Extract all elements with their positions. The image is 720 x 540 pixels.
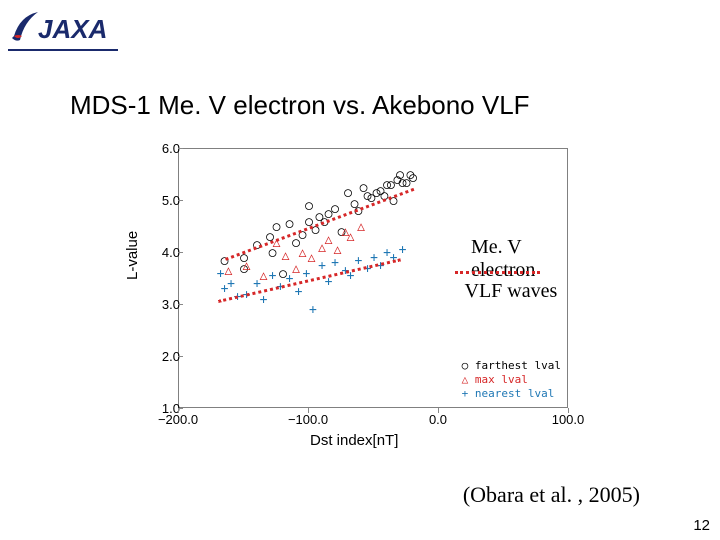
page-number: 12	[693, 517, 710, 534]
data-point-nearest lval: +	[253, 278, 261, 291]
x-tick-label: 0.0	[408, 412, 468, 427]
legend-item: ○ farthest lval	[462, 359, 561, 373]
logo-text: JAXA	[38, 14, 107, 44]
data-point-farthest lval: ○	[331, 202, 339, 215]
slide-title: MDS-1 Me. V electron vs. Akebono VLF	[70, 90, 530, 121]
vlf-annot: VLF waves	[459, 278, 564, 305]
data-point-max lval: △	[357, 221, 365, 234]
data-point-max lval: △	[308, 252, 316, 265]
data-point-nearest lval: +	[331, 257, 339, 270]
data-point-nearest lval: +	[318, 260, 326, 273]
y-tick-label: 3.0	[130, 297, 180, 312]
data-point-farthest lval: ○	[286, 218, 294, 231]
data-point-nearest lval: +	[354, 254, 362, 267]
y-tick-label: 2.0	[130, 349, 180, 364]
y-tick-label: 6.0	[130, 141, 180, 156]
mev-annot: Me. V electron	[465, 234, 567, 284]
plot-area: ○○○○○○○○○○○○○○○○○○○○○○○○○○○○○○○○○○○○○△△△…	[178, 148, 568, 408]
data-point-nearest lval: +	[217, 267, 225, 280]
legend-item: + nearest lval	[462, 387, 561, 401]
data-point-nearest lval: +	[399, 244, 407, 257]
data-point-farthest lval: ○	[273, 221, 281, 234]
x-tick-label: −200.0	[148, 412, 208, 427]
data-point-max lval: △	[347, 231, 355, 244]
legend: ○ farthest lval△ max lval+ nearest lval	[462, 359, 561, 401]
legend-item: △ max lval	[462, 373, 561, 387]
chart-container: L-value Dst index[nT] ○○○○○○○○○○○○○○○○○○…	[120, 140, 580, 450]
y-tick-label: 5.0	[130, 193, 180, 208]
x-axis-label: Dst index[nT]	[310, 432, 398, 449]
x-tick-label: −100.0	[278, 412, 338, 427]
y-tick-label: 4.0	[130, 245, 180, 260]
data-point-nearest lval: +	[269, 270, 277, 283]
annotation-dash	[455, 271, 541, 274]
jaxa-logo: JAXA	[8, 6, 118, 57]
data-point-max lval: △	[325, 234, 333, 247]
data-point-nearest lval: +	[260, 293, 268, 306]
data-point-max lval: △	[299, 247, 307, 260]
data-point-max lval: △	[243, 260, 251, 273]
data-point-farthest lval: ○	[409, 171, 417, 184]
data-point-nearest lval: +	[309, 304, 317, 317]
data-point-farthest lval: ○	[305, 200, 313, 213]
citation: (Obara et al. , 2005)	[463, 482, 640, 508]
x-tick-label: 100.0	[538, 412, 598, 427]
data-point-nearest lval: +	[295, 286, 303, 299]
star-icon	[12, 12, 38, 41]
data-point-max lval: △	[282, 249, 290, 262]
